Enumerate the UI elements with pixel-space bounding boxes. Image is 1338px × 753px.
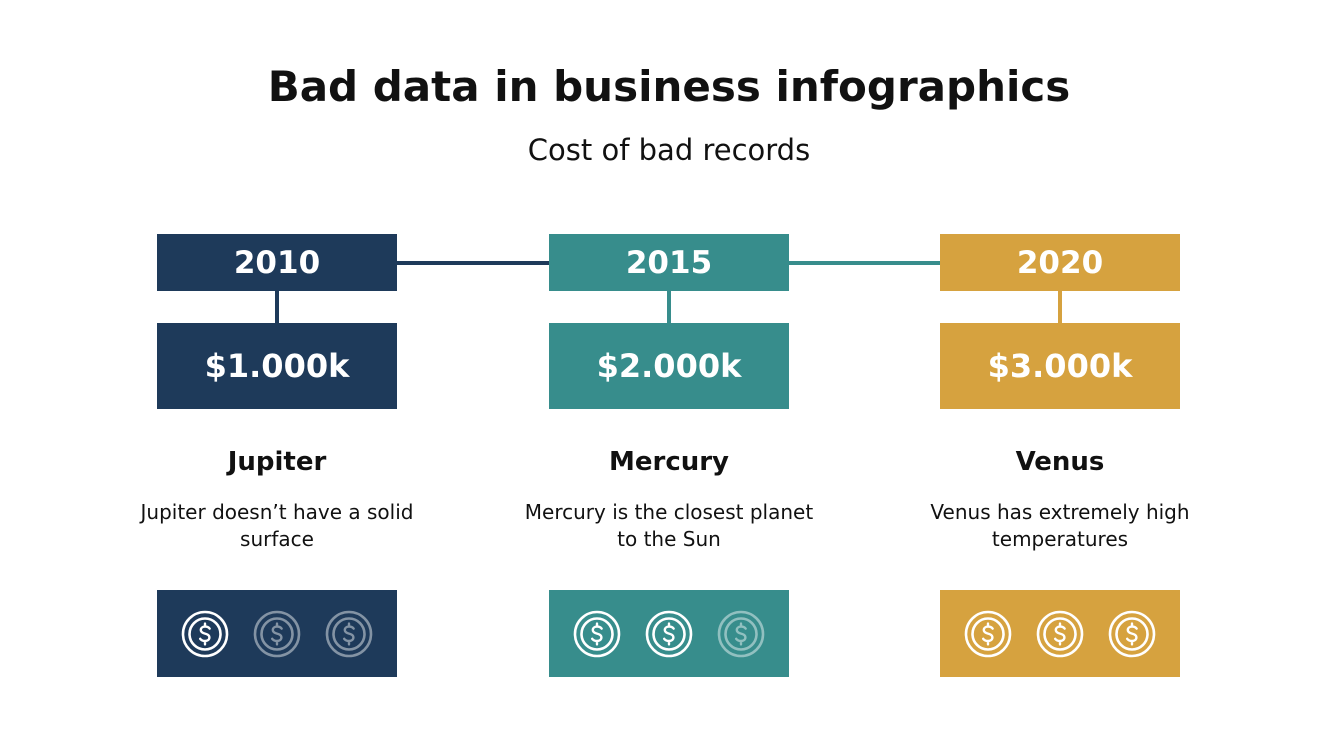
dollar-coin-icon — [181, 610, 229, 657]
year-box-2015: 2015 — [549, 234, 789, 291]
milestone-description-jupiter: Jupiter doesn’t have a solid surface — [140, 500, 414, 551]
timeline-connector-2015-2020 — [789, 261, 941, 265]
coin-rating-2010 — [157, 590, 397, 677]
milestone-name-mercury: Mercury — [608, 447, 730, 477]
page-title: Bad data in business infographics — [267, 62, 1071, 111]
dollar-coin-icon — [1036, 610, 1084, 657]
cost-box-2020: $3.000k — [940, 323, 1180, 409]
cost-box-2010: $1.000k — [157, 323, 397, 409]
year-cost-connector-2015 — [667, 291, 671, 323]
year-box-2010: 2010 — [157, 234, 397, 291]
coin-rating-2020 — [940, 590, 1180, 677]
dollar-coin-icon — [964, 610, 1012, 657]
dollar-coin-icon — [717, 610, 765, 657]
dollar-coin-icon — [645, 610, 693, 657]
milestone-description-mercury: Mercury is the closest planet to the Sun — [524, 500, 814, 551]
dollar-coin-icon — [253, 610, 301, 657]
cost-box-2015: $2.000k — [549, 323, 789, 409]
dollar-coin-icon — [325, 610, 373, 657]
dollar-coin-icon — [573, 610, 621, 657]
timeline-connector-2010-2015 — [397, 261, 549, 265]
milestone-description-venus: Venus has extremely high temperatures — [930, 500, 1190, 551]
year-cost-connector-2020 — [1058, 291, 1062, 323]
milestone-name-venus: Venus — [1015, 447, 1105, 477]
dollar-coin-icon — [1108, 610, 1156, 657]
page-subtitle: Cost of bad records — [527, 133, 811, 167]
year-cost-connector-2010 — [275, 291, 279, 323]
milestone-name-jupiter: Jupiter — [227, 447, 327, 477]
coin-rating-2015 — [549, 590, 789, 677]
year-box-2020: 2020 — [940, 234, 1180, 291]
